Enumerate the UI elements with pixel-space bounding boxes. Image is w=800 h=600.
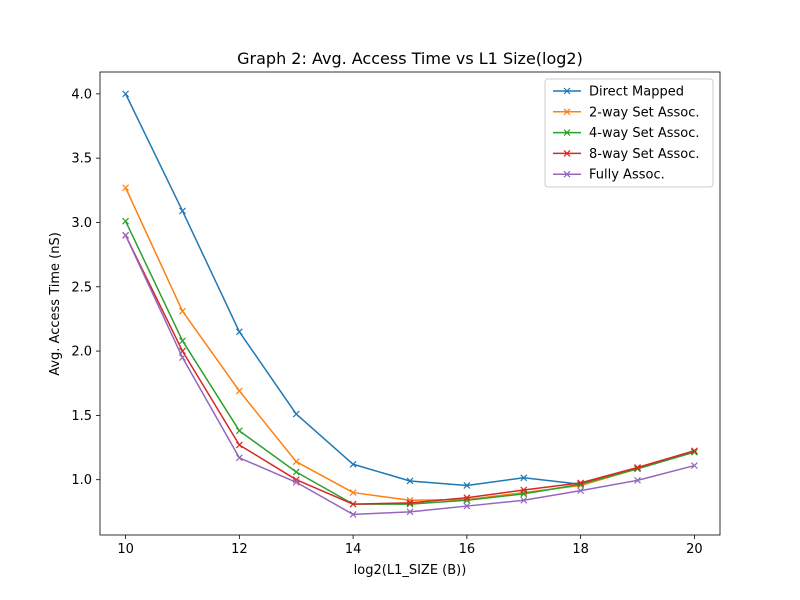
x-axis-label: log2(L1_SIZE (B)) [354, 563, 467, 578]
legend-marker [563, 129, 571, 137]
legend-label: 8-way Set Assoc. [589, 147, 700, 162]
data-point [122, 231, 130, 239]
data-point [577, 479, 585, 487]
x-tick-label: 18 [572, 542, 589, 557]
legend-label: Direct Mapped [589, 85, 684, 100]
data-point [520, 474, 528, 482]
legend-item: Direct Mapped [553, 85, 684, 100]
y-tick-label: 3.0 [71, 216, 92, 231]
y-tick-label: 1.5 [71, 409, 92, 424]
data-point [634, 476, 641, 484]
data-point [292, 458, 300, 466]
legend-marker [563, 149, 571, 157]
legend: Direct Mapped 2-way Set Assoc. 4-way Set A… [544, 78, 714, 188]
data-point [235, 454, 243, 462]
data-point [406, 508, 414, 516]
data-point [690, 462, 698, 469]
x-tick-label: 14 [345, 542, 362, 557]
legend-item: Fully Assoc. [553, 168, 665, 183]
data-point [463, 502, 471, 510]
data-point [122, 90, 130, 98]
legend-label: Fully Assoc. [589, 168, 665, 183]
legend-item: 2-way Set Assoc. [553, 105, 700, 120]
series-4 [122, 231, 698, 518]
axes-frame [99, 71, 721, 536]
series-2 [122, 217, 698, 508]
y-tick-label: 4.0 [71, 87, 92, 102]
data-point [349, 460, 357, 468]
data-point [179, 354, 186, 361]
data-point [179, 307, 186, 315]
data-point [349, 489, 357, 496]
legend-marker [563, 170, 571, 178]
legend-marker [563, 87, 571, 95]
data-point [349, 500, 357, 508]
data-point [235, 328, 243, 336]
data-point [122, 217, 130, 225]
legend-marker [563, 108, 571, 116]
data-point [235, 387, 243, 395]
data-point [292, 410, 300, 418]
legend-box [544, 78, 714, 188]
data-point [179, 337, 186, 345]
data-point [520, 486, 528, 494]
data-point [235, 427, 243, 435]
data-point [463, 494, 471, 502]
data-point [292, 478, 300, 486]
chart-title: Graph 2: Avg. Access Time vs L1 Size(log… [237, 49, 583, 68]
x-tick-label: 10 [117, 542, 134, 557]
data-point [463, 482, 471, 489]
data-point [634, 464, 641, 471]
y-tick-label: 3.5 [71, 152, 92, 167]
data-point [690, 448, 698, 456]
data-point [122, 184, 130, 192]
data-point [406, 477, 414, 485]
data-point [406, 499, 414, 507]
y-tick-label: 2.5 [71, 280, 92, 295]
plot-area: 10 12 14 16 18 20 1.0 1.5 2.0 2.5 3.0 3.5 4.0 Direct … [71, 71, 721, 557]
x-tick-label: 20 [686, 542, 703, 557]
x-tick-label: 16 [459, 542, 476, 557]
data-point [349, 510, 357, 518]
legend-label: 2-way Set Assoc. [589, 105, 700, 120]
data-point [690, 447, 698, 455]
y-tick-label: 2.0 [71, 345, 92, 360]
data-point [577, 487, 585, 495]
data-point [292, 468, 300, 476]
y-axis-label: Avg. Access Time (nS) [48, 232, 63, 376]
y-tick-label: 1.0 [71, 473, 92, 488]
legend-item: 8-way Set Assoc. [553, 147, 700, 162]
legend-label: 4-way Set Assoc. [589, 126, 700, 141]
legend-item: 4-way Set Assoc. [553, 126, 700, 141]
data-point [520, 496, 528, 504]
data-point [235, 441, 243, 449]
x-tick-label: 12 [231, 542, 248, 557]
data-point [179, 207, 186, 215]
